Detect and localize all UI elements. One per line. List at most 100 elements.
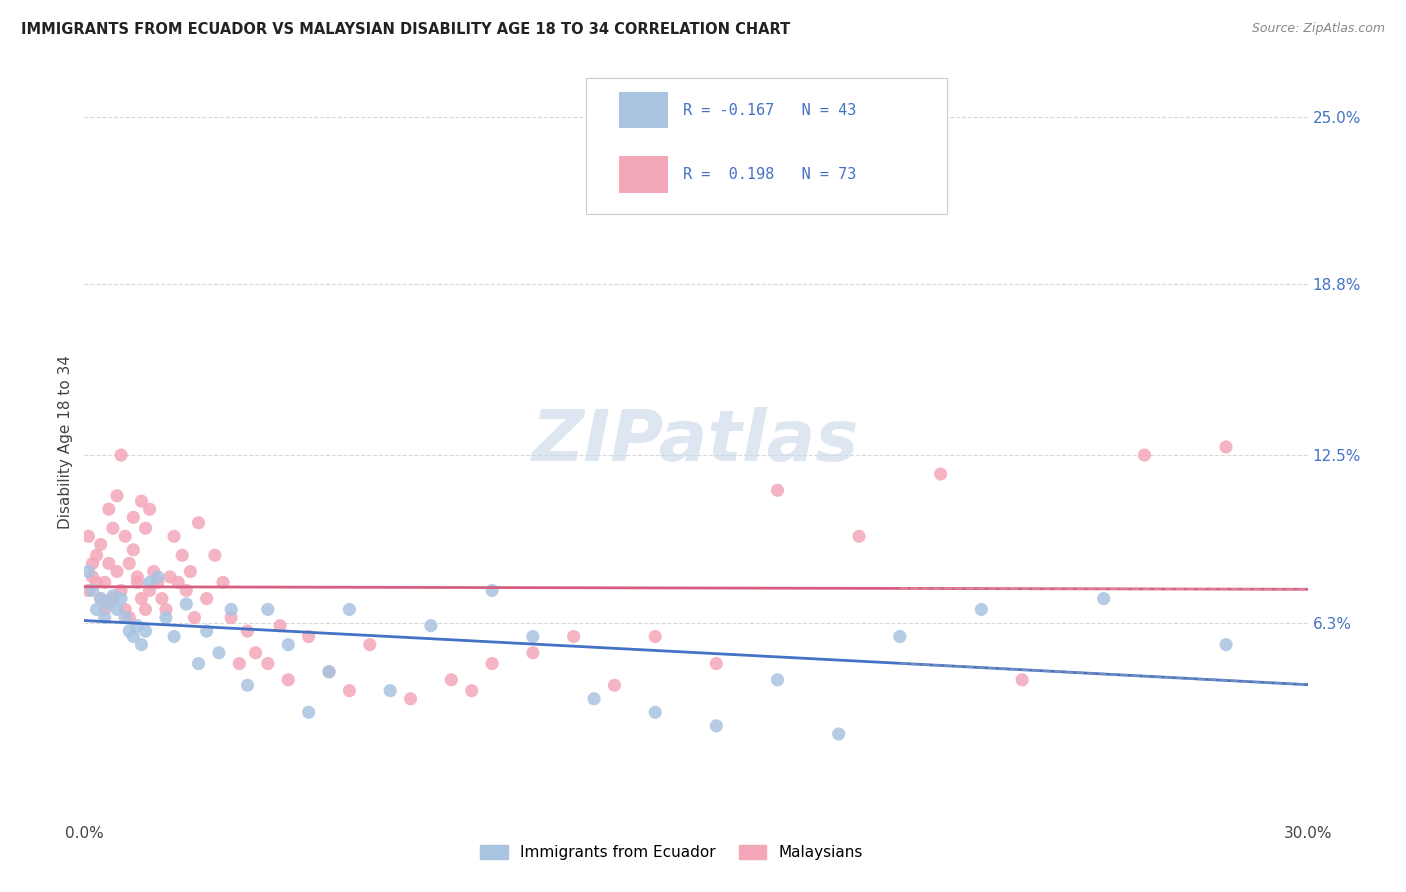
Point xyxy=(82,557,104,571)
Point xyxy=(245,646,267,660)
Point xyxy=(298,630,321,644)
Point xyxy=(159,570,181,584)
Point xyxy=(1133,448,1156,462)
Point xyxy=(236,678,259,692)
Point xyxy=(236,624,259,639)
Point xyxy=(187,657,209,671)
Point xyxy=(359,638,381,652)
FancyBboxPatch shape xyxy=(619,92,668,128)
Point xyxy=(420,618,443,632)
Point xyxy=(318,665,340,679)
Point xyxy=(110,583,132,598)
Point xyxy=(380,683,402,698)
Point xyxy=(583,691,606,706)
Point xyxy=(122,510,145,524)
Text: R = -0.167   N = 43: R = -0.167 N = 43 xyxy=(682,103,856,118)
Point xyxy=(828,727,851,741)
Point xyxy=(603,678,626,692)
Legend: Immigrants from Ecuador, Malaysians: Immigrants from Ecuador, Malaysians xyxy=(474,838,869,866)
Point xyxy=(97,502,120,516)
Point xyxy=(122,630,145,644)
Point xyxy=(146,575,169,590)
Point xyxy=(1215,440,1237,454)
Point xyxy=(195,591,218,606)
Point xyxy=(105,489,128,503)
Point xyxy=(90,591,112,606)
Point xyxy=(187,516,209,530)
Point xyxy=(77,529,100,543)
Point xyxy=(90,537,112,551)
Point xyxy=(127,618,149,632)
Point xyxy=(970,602,993,616)
Point xyxy=(461,683,484,698)
Point xyxy=(93,575,115,590)
Point xyxy=(1215,638,1237,652)
Point xyxy=(399,691,422,706)
Point xyxy=(889,630,911,644)
Point xyxy=(766,483,789,498)
Point xyxy=(208,646,231,660)
Point xyxy=(277,673,299,687)
Point xyxy=(86,548,108,563)
Point xyxy=(644,706,666,720)
Point xyxy=(179,565,201,579)
Point xyxy=(110,448,132,462)
Point xyxy=(481,583,503,598)
FancyBboxPatch shape xyxy=(619,156,668,193)
Point xyxy=(101,521,124,535)
Point xyxy=(929,467,952,481)
Point xyxy=(318,665,340,679)
Point xyxy=(138,583,160,598)
Point xyxy=(131,591,153,606)
FancyBboxPatch shape xyxy=(586,78,946,214)
Point xyxy=(562,630,585,644)
Point xyxy=(204,548,226,563)
Point xyxy=(118,624,141,639)
Point xyxy=(97,597,120,611)
Point xyxy=(339,602,361,616)
Point xyxy=(93,602,115,616)
Point xyxy=(101,591,124,606)
Point xyxy=(150,591,173,606)
Point xyxy=(86,575,108,590)
Point xyxy=(93,610,115,624)
Point xyxy=(138,502,160,516)
Point xyxy=(90,591,112,606)
Text: Source: ZipAtlas.com: Source: ZipAtlas.com xyxy=(1251,22,1385,36)
Point xyxy=(131,638,153,652)
Point xyxy=(118,610,141,624)
Point xyxy=(97,557,120,571)
Point xyxy=(135,624,157,639)
Point xyxy=(257,657,280,671)
Point xyxy=(77,565,100,579)
Point xyxy=(82,583,104,598)
Point xyxy=(163,529,186,543)
Point xyxy=(228,657,250,671)
Point xyxy=(131,494,153,508)
Point xyxy=(127,575,149,590)
Point xyxy=(122,542,145,557)
Point xyxy=(440,673,463,687)
Point xyxy=(127,570,149,584)
Point xyxy=(522,646,544,660)
Text: IMMIGRANTS FROM ECUADOR VS MALAYSIAN DISABILITY AGE 18 TO 34 CORRELATION CHART: IMMIGRANTS FROM ECUADOR VS MALAYSIAN DIS… xyxy=(21,22,790,37)
Point xyxy=(183,610,205,624)
Text: ZIPatlas: ZIPatlas xyxy=(533,407,859,476)
Point xyxy=(110,591,132,606)
Point xyxy=(706,719,728,733)
Point xyxy=(105,565,128,579)
Point xyxy=(269,618,291,632)
Point xyxy=(82,570,104,584)
Point xyxy=(257,602,280,616)
Point xyxy=(114,529,136,543)
Point xyxy=(1011,673,1033,687)
Point xyxy=(163,630,186,644)
Point xyxy=(298,706,321,720)
Point xyxy=(195,624,218,639)
Point xyxy=(481,657,503,671)
Text: R =  0.198   N = 73: R = 0.198 N = 73 xyxy=(682,167,856,182)
Point xyxy=(138,575,160,590)
Point xyxy=(172,548,194,563)
Point xyxy=(339,683,361,698)
Point xyxy=(212,575,235,590)
